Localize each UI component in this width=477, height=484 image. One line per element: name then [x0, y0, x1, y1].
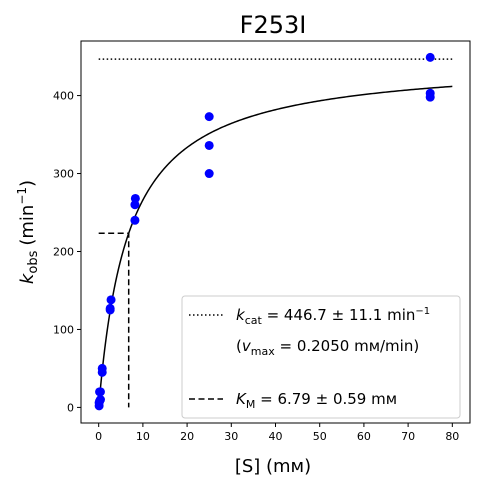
legend-vmax-symbol: v	[242, 337, 252, 355]
legend-kcat-subscript: cat	[245, 314, 263, 327]
legend-kcat-symbol: k	[236, 306, 246, 324]
data-point	[204, 112, 214, 122]
legend-km-label: KM = 6.79 ± 0.59 mм	[236, 390, 397, 411]
data-point	[95, 387, 105, 397]
data-point	[97, 363, 107, 373]
data-point	[105, 303, 115, 313]
y-tick-label: 400	[53, 90, 74, 103]
data-point	[425, 52, 435, 62]
y-axis-title-unit-close: )	[17, 180, 38, 187]
x-tick-label: 60	[357, 430, 371, 443]
data-point	[204, 140, 214, 150]
chart-title: F253I	[240, 11, 307, 39]
y-axis-title-unit: (min	[17, 205, 38, 246]
y-tick-label: 200	[53, 245, 74, 258]
data-points	[94, 52, 435, 411]
x-tick-label: 80	[445, 430, 459, 443]
y-axis-title-symbol: k	[17, 272, 38, 284]
x-tick-label: 50	[313, 430, 327, 443]
legend-km-symbol: K	[236, 390, 247, 408]
y-axis-title-subscript: obs	[26, 250, 41, 273]
x-tick-label: 0	[95, 430, 102, 443]
data-point	[130, 215, 140, 225]
x-tick-label: 40	[269, 430, 283, 443]
legend-box	[181, 295, 461, 419]
legend-kcat-label: kcat = 446.7 ± 11.1 min−1	[236, 306, 430, 327]
x-tick-label: 30	[224, 430, 238, 443]
legend-vmax-value: = 0.2050 mм/min)	[275, 337, 419, 355]
data-point	[95, 395, 105, 405]
x-axis-ticks: 0 10 20 30 40 50 60 70 80	[95, 423, 459, 443]
legend-km-subscript: M	[246, 398, 256, 411]
x-tick-label: 20	[180, 430, 194, 443]
y-tick-label: 100	[53, 323, 74, 336]
y-axis-title-unit-sup: −1	[15, 187, 29, 205]
x-tick-label: 70	[401, 430, 415, 443]
fit-curve	[98, 85, 453, 406]
legend-kcat-value: = 446.7 ± 11.1 min	[262, 306, 416, 324]
y-axis-title: kobs (min−1)	[15, 180, 41, 284]
legend-km-value: = 6.79 ± 0.59 mм	[255, 390, 397, 408]
data-point	[204, 169, 214, 179]
legend-kcat-unit-sup: −1	[415, 306, 430, 317]
y-tick-label: 300	[53, 168, 74, 181]
data-point	[106, 295, 116, 305]
x-axis-title: [S] (mм)	[235, 456, 311, 477]
legend-vmax-subscript: max	[251, 345, 275, 358]
y-tick-label: 0	[67, 401, 74, 414]
y-axis-ticks: 0 100 200 300 400	[53, 90, 81, 414]
km-dashed-line	[98, 232, 130, 408]
data-point	[130, 193, 140, 203]
x-tick-label: 10	[136, 430, 150, 443]
legend-vmax-open: (	[236, 337, 242, 355]
legend: kcat = 446.7 ± 11.1 min−1 (vmax = 0.2050…	[181, 295, 461, 419]
legend-vmax-label: (vmax = 0.2050 mм/min)	[236, 337, 419, 358]
data-point	[425, 88, 435, 98]
